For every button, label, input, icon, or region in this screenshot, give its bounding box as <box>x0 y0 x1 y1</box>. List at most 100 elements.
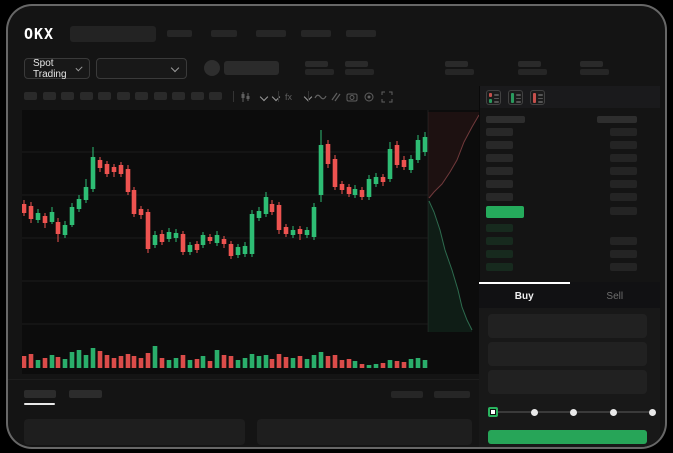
last-price-amount-block <box>610 207 637 215</box>
bid-row-price-block[interactable] <box>486 224 513 232</box>
amount-slider[interactable] <box>488 404 656 420</box>
pair-selector[interactable] <box>96 58 187 79</box>
chevron-down-icon <box>170 63 180 72</box>
buy-submit-button[interactable] <box>488 430 647 444</box>
toolbar-divider <box>278 91 279 102</box>
timeframe-button-block[interactable] <box>190 92 204 100</box>
chart-type-icon[interactable] <box>239 91 251 103</box>
order-book-toolbar <box>480 86 660 108</box>
timeframe-button-block[interactable] <box>209 92 222 100</box>
market-type-selector[interactable]: Spot Trading <box>24 57 90 80</box>
bottom-tab-active-block[interactable] <box>24 390 56 398</box>
nav-item-block[interactable] <box>167 30 192 37</box>
ask-row-amount-block <box>610 167 637 175</box>
bottom-panel-block <box>257 419 472 445</box>
orderbook-split-view-icon[interactable] <box>486 90 501 105</box>
coin-avatar <box>204 60 220 76</box>
slider-stop-dot[interactable] <box>530 408 538 416</box>
sell-tab-label: Sell <box>606 290 624 302</box>
sell-tab[interactable]: Sell <box>570 282 661 308</box>
timeframe-button-block[interactable] <box>135 92 148 100</box>
timeframe-button-block[interactable] <box>79 92 93 100</box>
gear-icon[interactable] <box>363 91 375 103</box>
bid-row-amount-block <box>610 263 637 271</box>
price-input[interactable] <box>488 314 647 338</box>
stat-value-block <box>580 69 609 75</box>
timeframe-button-block[interactable] <box>153 92 167 100</box>
ask-row-price-block[interactable] <box>486 154 513 162</box>
last-price-highlight[interactable] <box>486 206 524 218</box>
ask-row-amount-block <box>610 154 637 162</box>
stat-label-block <box>518 61 541 67</box>
buy-tab-label: Buy <box>514 290 534 302</box>
bid-row-price-block[interactable] <box>486 250 513 258</box>
ask-row-price-block[interactable] <box>486 180 513 188</box>
order-book-header-price-block <box>486 116 525 123</box>
bottom-panel-block <box>24 419 245 445</box>
timeframe-button-block[interactable] <box>172 92 185 100</box>
ask-row-amount-block <box>610 141 637 149</box>
toolbar-divider <box>308 91 309 102</box>
ask-row-price-block[interactable] <box>486 128 513 136</box>
nav-item-block[interactable] <box>346 30 376 37</box>
bottom-tab-block[interactable] <box>69 390 102 398</box>
timeframe-button-block[interactable] <box>24 92 37 100</box>
device-frame: OKX Spot Trading fx <box>6 4 667 449</box>
slider-stop-dot[interactable] <box>649 408 656 416</box>
timeframe-button-block[interactable] <box>42 92 56 100</box>
buy-tab[interactable]: Buy <box>479 282 570 308</box>
ask-row-price-block[interactable] <box>486 141 513 149</box>
stat-label-block <box>345 61 368 67</box>
order-form <box>479 308 660 447</box>
stat-value-block <box>305 69 334 75</box>
market-type-label: Spot Trading <box>33 57 67 80</box>
bid-row-price-block[interactable] <box>486 263 513 271</box>
timeframe-button-block[interactable] <box>61 92 74 100</box>
indicators-icon[interactable]: fx <box>284 91 298 103</box>
bid-row-price-block[interactable] <box>486 237 513 245</box>
stat-label-block <box>305 61 328 67</box>
ask-row-amount-block <box>610 193 637 201</box>
order-book-header-amount-block <box>597 116 637 123</box>
toolbar-divider <box>233 91 234 102</box>
nav-item-block[interactable] <box>301 30 331 37</box>
active-tab-underline <box>24 403 55 405</box>
ask-row-price-block[interactable] <box>486 167 513 175</box>
section-divider <box>8 379 479 380</box>
ask-row-amount-block <box>610 128 637 136</box>
compare-icon[interactable] <box>330 91 342 103</box>
stat-value-block <box>518 69 547 75</box>
slider-stop-dot[interactable] <box>609 408 617 416</box>
amount-input[interactable] <box>488 342 647 366</box>
trade-tabs: Buy Sell <box>479 282 660 308</box>
bid-row-amount-block <box>610 237 637 245</box>
ask-row-price-block[interactable] <box>486 193 513 201</box>
stat-label-block <box>445 61 468 67</box>
slider-stop-dot[interactable] <box>570 408 577 416</box>
bottom-action-block[interactable] <box>434 391 470 398</box>
pair-name-block <box>224 61 279 75</box>
svg-text:fx: fx <box>285 92 293 102</box>
orderbook-buys-view-icon[interactable] <box>508 90 523 105</box>
total-input[interactable] <box>488 370 647 394</box>
slider-handle[interactable] <box>488 407 498 417</box>
fullscreen-icon[interactable] <box>381 91 393 103</box>
nav-item-block[interactable] <box>256 30 286 37</box>
bottom-action-block[interactable] <box>391 391 423 398</box>
candlestick-chart <box>21 110 480 368</box>
camera-icon[interactable] <box>346 91 358 103</box>
timeframe-button-block[interactable] <box>98 92 111 100</box>
search-input[interactable] <box>70 26 156 42</box>
orderbook-sells-view-icon[interactable] <box>530 90 545 105</box>
stat-value-block <box>345 69 374 75</box>
okx-logo[interactable]: OKX <box>24 25 55 43</box>
stat-value-block <box>445 69 474 75</box>
chevron-down-icon <box>75 63 83 72</box>
line-chart-icon[interactable] <box>314 92 327 102</box>
price-chart <box>21 110 480 374</box>
timeframe-button-block[interactable] <box>116 92 130 100</box>
chevron-down-icon[interactable] <box>259 92 269 102</box>
order-book <box>479 110 660 280</box>
ask-row-amount-block <box>610 180 637 188</box>
nav-item-block[interactable] <box>211 30 237 37</box>
